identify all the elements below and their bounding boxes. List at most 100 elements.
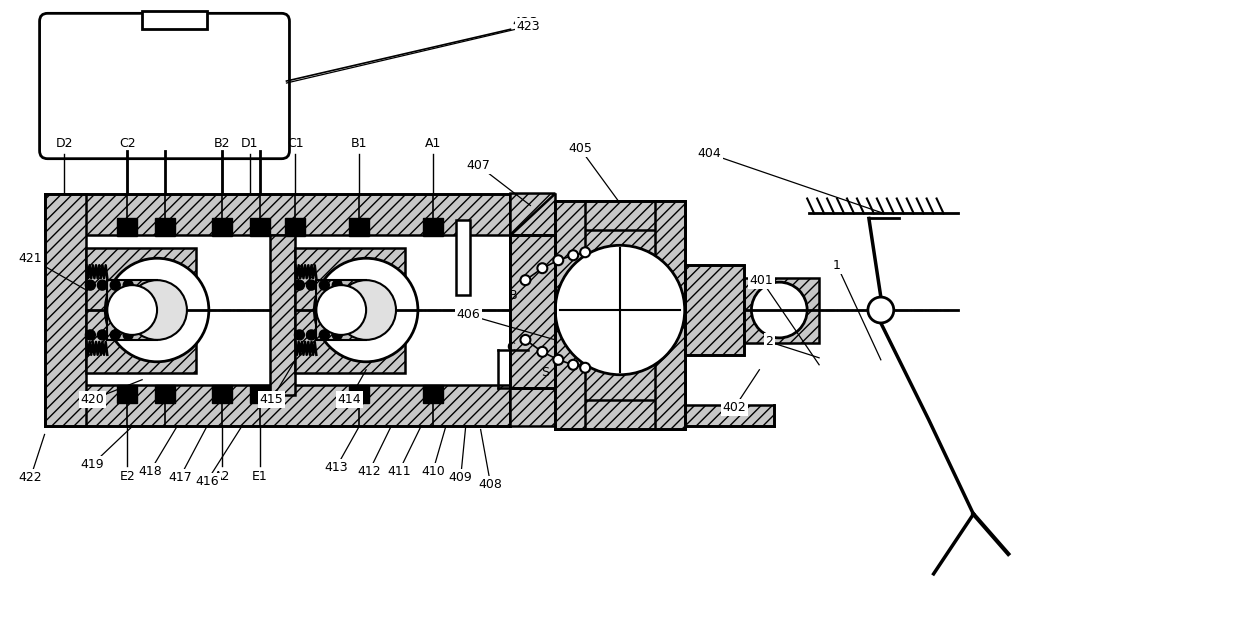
Circle shape [306,280,316,290]
Text: 406: 406 [456,308,481,322]
Text: 410: 410 [420,465,445,478]
Bar [45,385,511,426]
Circle shape [320,330,330,340]
Text: B2: B2 [213,137,231,150]
Text: C: C [506,341,515,354]
Text: 422: 422 [19,471,42,484]
Circle shape [537,263,547,273]
Text: 1: 1 [833,259,841,271]
Circle shape [553,355,563,365]
Bar [511,235,556,387]
Bar [556,201,684,230]
Text: 408: 408 [479,478,502,491]
Bar [269,235,295,394]
Bar [87,248,196,372]
Bar [350,385,370,403]
Circle shape [105,258,208,362]
Circle shape [306,330,316,340]
Circle shape [97,280,108,290]
Bar [511,235,556,387]
Bar [143,11,207,29]
Circle shape [123,330,133,340]
Circle shape [294,330,304,340]
Bar [45,194,511,235]
Text: 417: 417 [169,471,192,484]
Circle shape [521,335,531,345]
Text: 414: 414 [337,393,361,406]
Text: D1: D1 [241,137,258,150]
Text: 421: 421 [19,252,42,265]
Bar [285,218,305,236]
Text: 409: 409 [449,471,472,484]
Bar [423,218,443,236]
Circle shape [332,330,342,340]
Text: 401: 401 [749,273,774,287]
Circle shape [316,285,366,335]
Text: E2: E2 [119,470,135,483]
Text: 2: 2 [765,335,774,349]
Text: 404: 404 [698,147,722,161]
Circle shape [97,330,108,340]
Text: C2: C2 [119,137,135,150]
Text: D2: D2 [56,137,73,150]
Bar [249,218,269,236]
Circle shape [86,330,95,340]
Bar [316,280,366,340]
Text: 418: 418 [138,465,162,478]
Text: 419: 419 [81,458,104,471]
Bar [118,218,138,236]
Text: A1: A1 [424,137,441,150]
Circle shape [553,255,563,265]
Circle shape [110,330,120,340]
Polygon shape [511,194,556,235]
Text: 423: 423 [517,20,541,33]
Text: 407: 407 [466,159,491,172]
Text: 413: 413 [325,461,348,474]
Circle shape [868,297,894,323]
Bar [108,280,157,340]
Bar [295,248,405,372]
Circle shape [128,280,187,340]
Circle shape [521,275,531,285]
Text: 411: 411 [387,465,410,478]
Text: B: B [510,288,518,302]
Circle shape [751,282,807,338]
Text: A2: A2 [213,470,229,483]
Bar [155,218,175,236]
Bar [511,387,556,426]
Bar [456,221,470,295]
Bar [249,385,269,403]
Text: 415: 415 [259,393,284,406]
Bar [212,218,232,236]
Text: B1: B1 [351,137,367,150]
Circle shape [568,360,578,370]
Bar [684,265,744,355]
Bar [155,385,175,403]
Bar [423,385,443,403]
FancyBboxPatch shape [40,13,289,159]
Circle shape [315,258,418,362]
Circle shape [108,285,157,335]
Circle shape [568,250,578,260]
Bar [212,385,232,403]
Bar [556,201,585,429]
Circle shape [537,347,547,357]
Bar [511,194,556,235]
Bar [655,201,684,429]
Text: C1: C1 [288,137,304,150]
Circle shape [336,280,396,340]
Circle shape [332,280,342,290]
Text: 402: 402 [723,401,746,414]
Text: 423: 423 [512,16,538,30]
Circle shape [110,280,120,290]
Circle shape [294,280,304,290]
Text: 420: 420 [81,393,104,406]
Bar [556,399,684,429]
Text: E1: E1 [252,470,268,483]
Text: 416: 416 [195,475,218,488]
Circle shape [556,245,684,375]
Bar [684,265,744,355]
Circle shape [123,280,133,290]
Circle shape [86,280,95,290]
Bar [744,278,820,343]
